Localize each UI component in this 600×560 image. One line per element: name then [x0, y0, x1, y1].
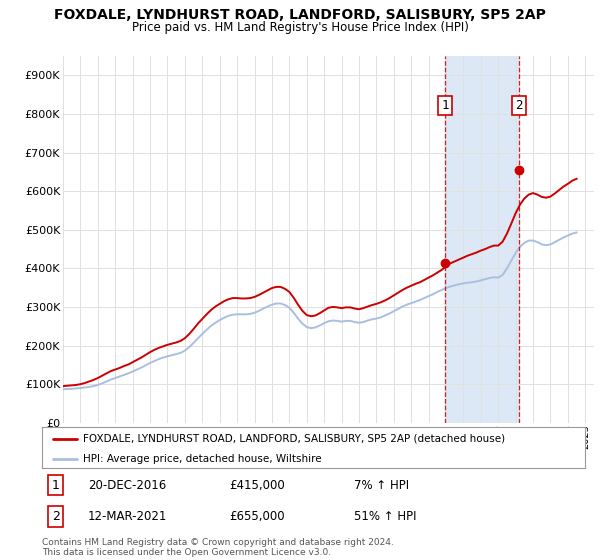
- Text: FOXDALE, LYNDHURST ROAD, LANDFORD, SALISBURY, SP5 2AP (detached house): FOXDALE, LYNDHURST ROAD, LANDFORD, SALIS…: [83, 433, 505, 444]
- Text: £415,000: £415,000: [229, 479, 285, 492]
- Text: 1: 1: [442, 99, 449, 112]
- Text: Contains HM Land Registry data © Crown copyright and database right 2024.
This d: Contains HM Land Registry data © Crown c…: [42, 538, 394, 557]
- Text: £655,000: £655,000: [229, 510, 285, 523]
- Text: 2: 2: [52, 510, 59, 523]
- Text: 20-DEC-2016: 20-DEC-2016: [88, 479, 166, 492]
- Text: HPI: Average price, detached house, Wiltshire: HPI: Average price, detached house, Wilt…: [83, 454, 322, 464]
- Text: 2: 2: [515, 99, 523, 112]
- Text: Price paid vs. HM Land Registry's House Price Index (HPI): Price paid vs. HM Land Registry's House …: [131, 21, 469, 34]
- Text: FOXDALE, LYNDHURST ROAD, LANDFORD, SALISBURY, SP5 2AP: FOXDALE, LYNDHURST ROAD, LANDFORD, SALIS…: [54, 8, 546, 22]
- Text: 12-MAR-2021: 12-MAR-2021: [88, 510, 167, 523]
- Bar: [445, 56, 519, 423]
- Text: 51% ↑ HPI: 51% ↑ HPI: [354, 510, 417, 523]
- Text: 1: 1: [52, 479, 59, 492]
- Text: 7% ↑ HPI: 7% ↑ HPI: [354, 479, 409, 492]
